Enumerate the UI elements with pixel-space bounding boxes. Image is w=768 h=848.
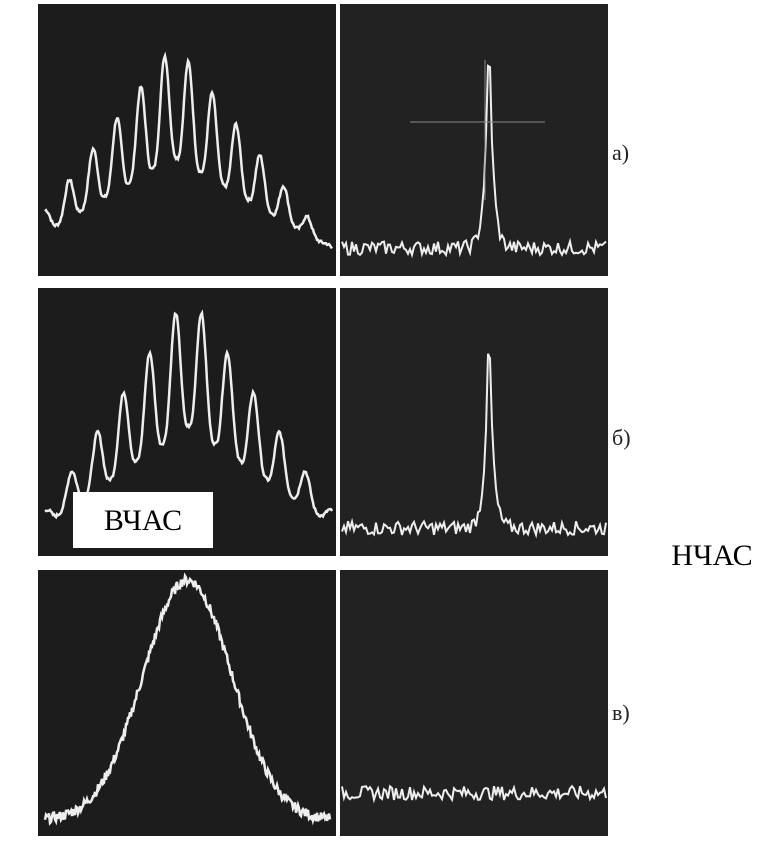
label-box [73, 492, 213, 548]
hf-trace-a [44, 51, 333, 250]
lf-panel-c [340, 570, 608, 836]
panel-label: а) [612, 140, 629, 165]
traces [43, 51, 607, 826]
lf-panel-a [340, 4, 608, 276]
panels [38, 4, 608, 836]
right-label: НЧАС [671, 539, 752, 572]
panel-label: в) [612, 700, 630, 725]
crosshair [410, 60, 545, 200]
lf-trace-c [341, 784, 607, 804]
hf-panel-c [38, 570, 336, 836]
left-label: ВЧАС [104, 504, 182, 537]
lf-trace-a [341, 64, 607, 259]
panel-label: б) [612, 425, 631, 450]
lf-trace-b [341, 353, 607, 539]
lf-panel-b [340, 288, 608, 556]
hf-trace-b [44, 309, 334, 520]
hf-trace-c [43, 572, 332, 826]
hf-panel-a [38, 4, 336, 276]
